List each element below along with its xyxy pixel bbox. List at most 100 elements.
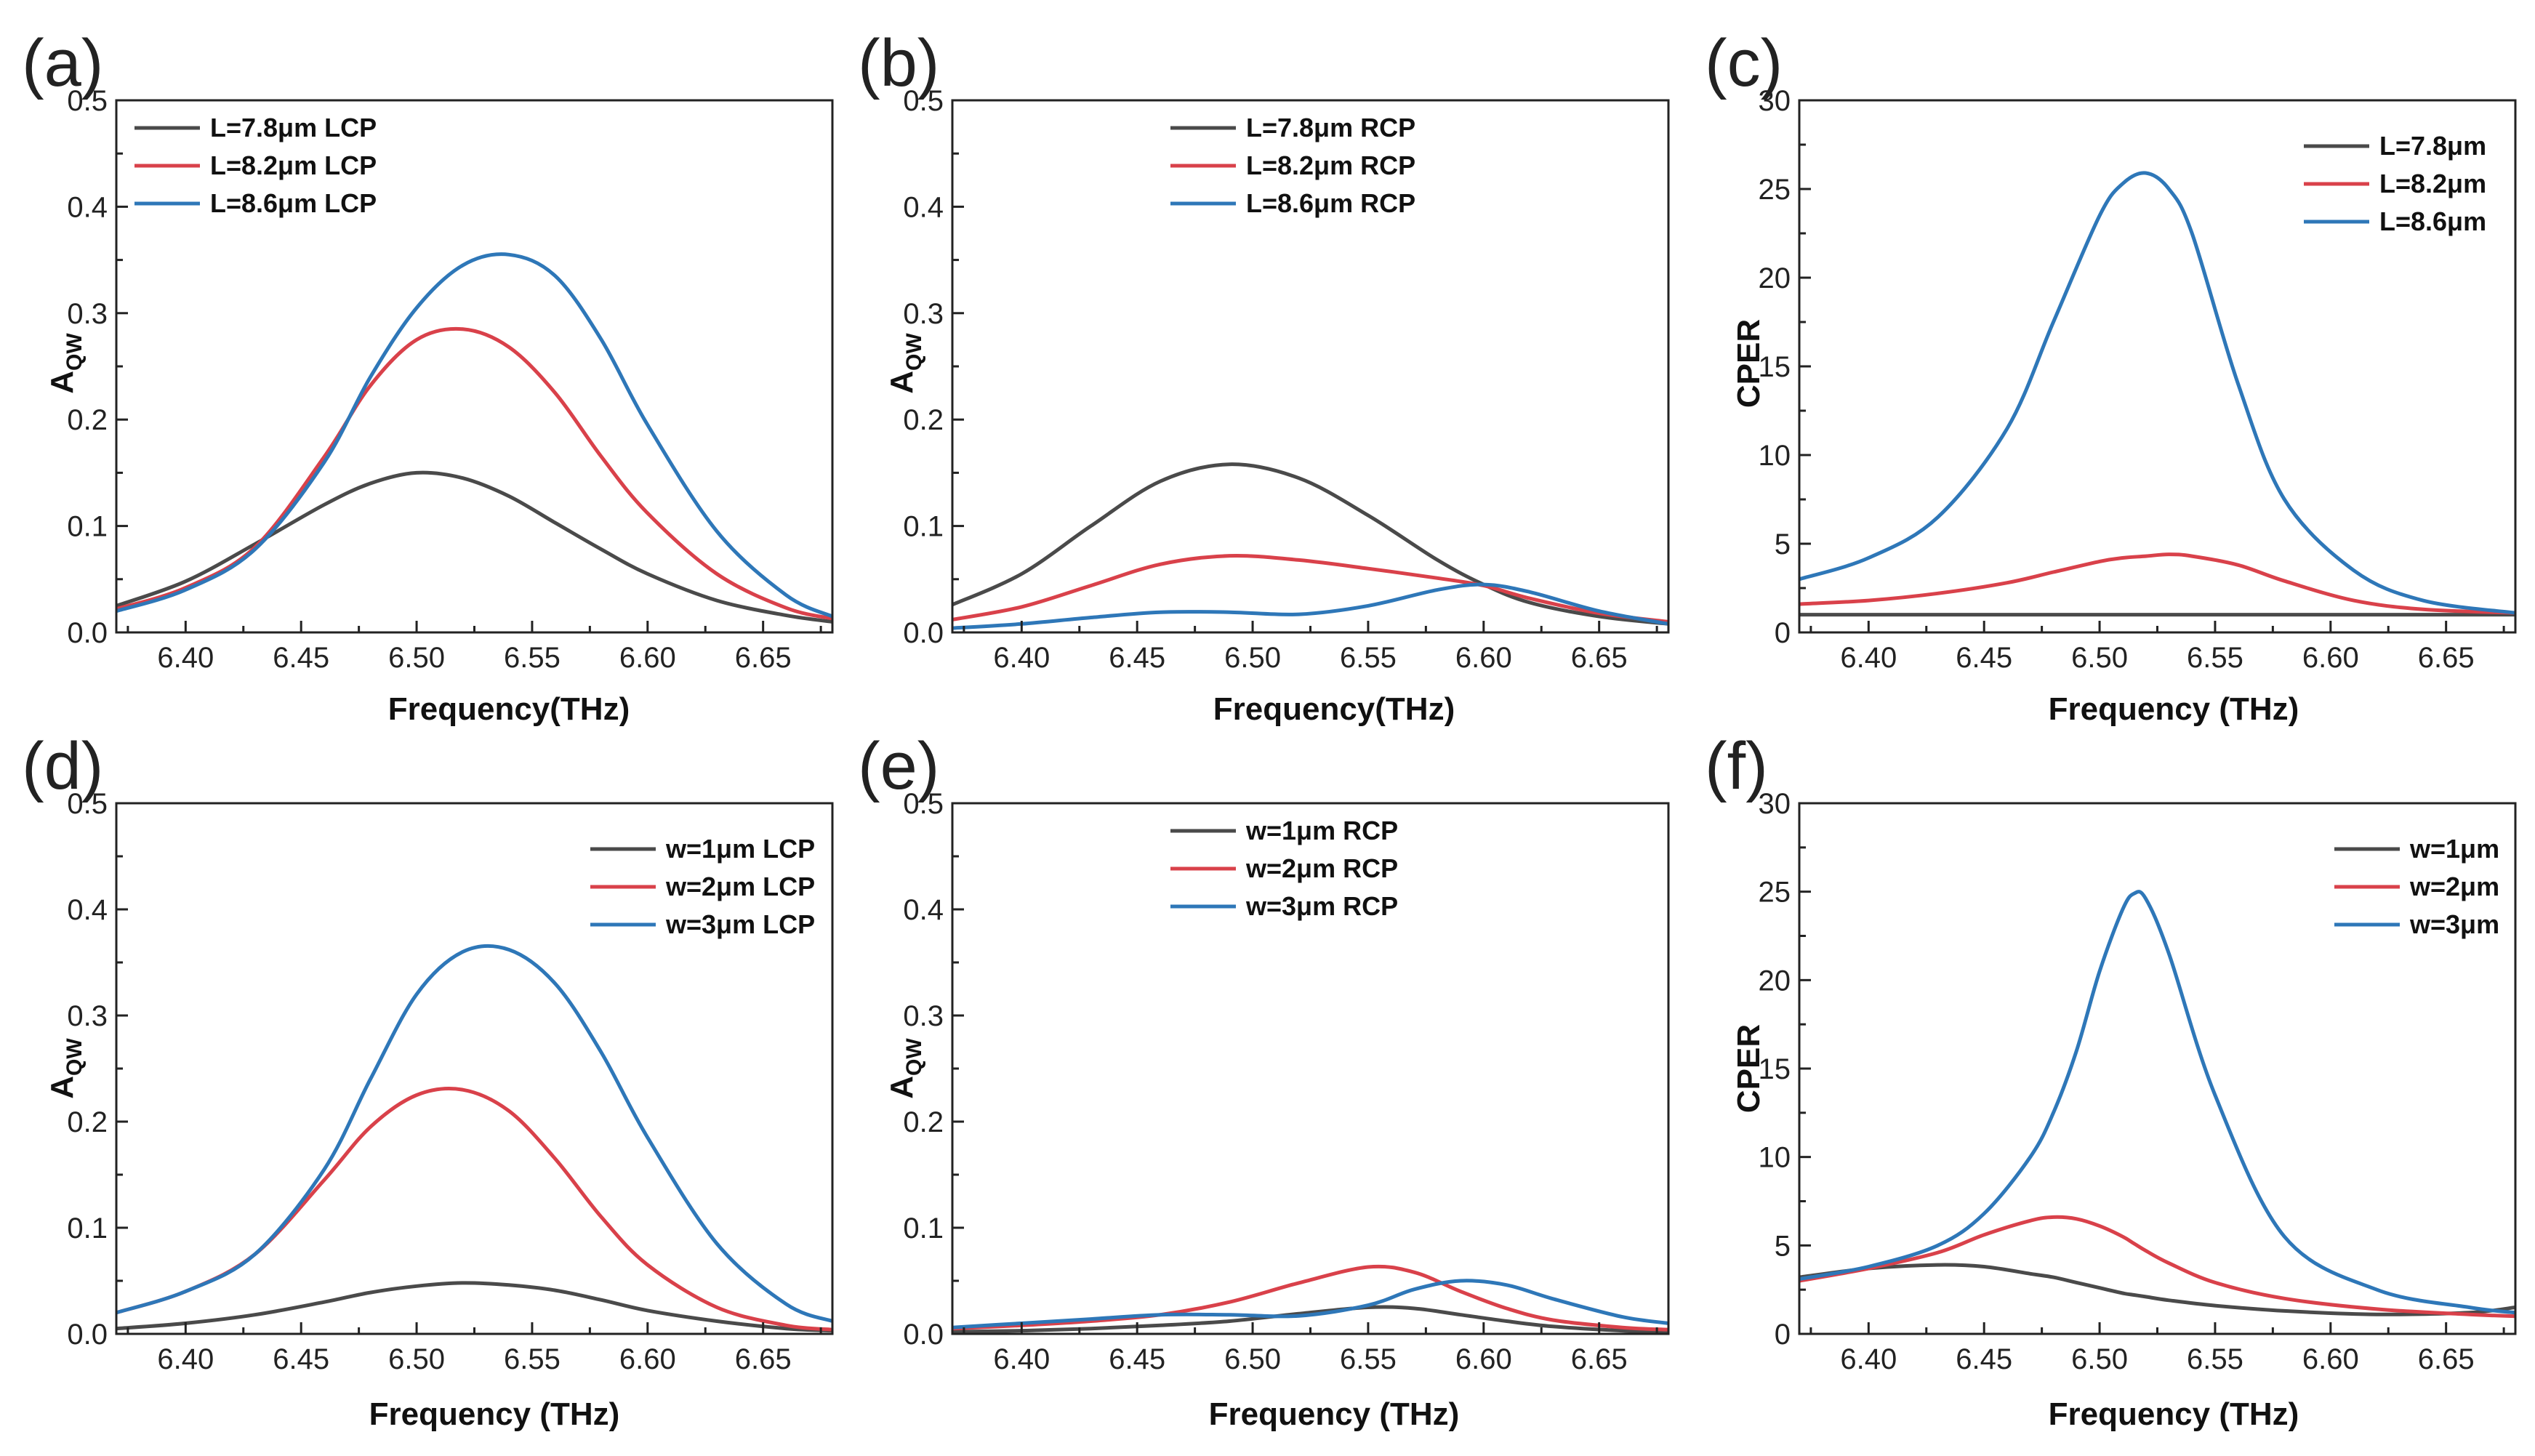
- x-tick-label: 6.45: [1109, 642, 1165, 674]
- y-tick-label: 5: [1775, 528, 1791, 560]
- legend-label-3: L=8.6μm LCP: [210, 188, 377, 218]
- y-axis-title: AQW: [44, 1038, 87, 1099]
- x-axis-title: Frequency (THz): [2049, 691, 2299, 727]
- y-axis-title-main: CPER: [1731, 1024, 1767, 1113]
- legend-label-3: w=3μm LCP: [665, 909, 815, 939]
- series-line-3: [952, 1279, 1668, 1330]
- y-tick-label: 0.2: [903, 1106, 944, 1138]
- y-axis-title-sub: QW: [902, 1038, 926, 1076]
- x-tick-label: 6.50: [388, 642, 445, 674]
- panel-label: (c): [1705, 26, 1783, 100]
- y-tick-label: 0.3: [903, 1000, 944, 1032]
- legend-label-3: L=8.6μm RCP: [1246, 188, 1415, 218]
- series-line-3: [952, 582, 1668, 630]
- y-tick-label: 0.5: [67, 85, 108, 117]
- y-axis-title: AQW: [884, 333, 926, 394]
- panel-f: (f) Frequency (THz) CPER 6.40 6.45 6.50 6.5…: [1705, 729, 2517, 1432]
- x-tick-label: 6.50: [388, 1343, 445, 1375]
- x-tick-label: 6.60: [619, 1343, 676, 1375]
- y-axis-title-main: A: [44, 371, 80, 394]
- x-tick-label: 6.40: [1840, 642, 1897, 674]
- x-axis-title: Frequency (THz): [369, 1396, 620, 1432]
- panel-b: (b) Frequency(THz) AQW 6.40 6.45 6.50 6.55 6…: [858, 26, 1670, 727]
- x-tick-label: 6.45: [273, 1343, 329, 1375]
- series-line-1: [116, 1281, 832, 1333]
- x-tick-label: 6.65: [2418, 642, 2475, 674]
- y-tick-label: 0.2: [903, 404, 944, 436]
- y-axis-title-main: A: [44, 1076, 80, 1099]
- y-tick-label: 0.5: [903, 788, 944, 820]
- panel-label: (f): [1705, 729, 1768, 803]
- x-tick-label: 6.40: [157, 642, 214, 674]
- x-tick-label: 6.55: [504, 642, 561, 674]
- x-tick-label: 6.40: [1840, 1343, 1897, 1375]
- legend-label-1: L=7.8μm LCP: [210, 113, 377, 142]
- series-line-2: [952, 1264, 1668, 1332]
- legend-label-1: w=1μm RCP: [1245, 816, 1398, 845]
- y-tick-label: 0.1: [903, 511, 944, 543]
- y-axis-title: AQW: [884, 1038, 926, 1099]
- x-tick-label: 6.55: [1340, 642, 1397, 674]
- series-line-2: [1799, 552, 2515, 615]
- y-tick-label: 0.0: [67, 1319, 108, 1351]
- x-axis-title: Frequency(THz): [1213, 691, 1455, 727]
- x-axis-title: Frequency (THz): [1209, 1396, 1460, 1432]
- y-tick-label: 10: [1759, 1142, 1791, 1174]
- y-axis-title-sub: QW: [63, 333, 87, 371]
- x-tick-label: 6.40: [993, 642, 1050, 674]
- legend-label-2: L=8.2μm LCP: [210, 150, 377, 180]
- x-axis-title: Frequency(THz): [388, 691, 630, 727]
- panel-e: (e) Frequency (THz) AQW 6.40 6.45 6.50 6.55…: [858, 729, 1670, 1432]
- y-tick-label: 15: [1759, 351, 1791, 383]
- panel-a: (a) Frequency(THz) AQW 6.40 6.45 6.50 6.55 6…: [22, 26, 834, 727]
- y-tick-label: 0.1: [903, 1212, 944, 1244]
- series-line-3: [1799, 171, 2515, 615]
- legend-label-1: w=1μm LCP: [665, 834, 815, 864]
- x-tick-label: 6.45: [1956, 642, 2012, 674]
- x-tick-label: 6.65: [735, 1343, 792, 1375]
- y-tick-label: 15: [1759, 1053, 1791, 1085]
- x-tick-label: 6.40: [993, 1343, 1050, 1375]
- legend-label-2: L=8.2μm: [2379, 169, 2486, 198]
- y-tick-label: 0: [1775, 1319, 1791, 1351]
- x-tick-label: 6.45: [1956, 1343, 2012, 1375]
- x-tick-label: 6.60: [1455, 1343, 1512, 1375]
- x-tick-label: 6.40: [157, 1343, 214, 1375]
- y-tick-label: 0.5: [903, 85, 944, 117]
- y-tick-label: 0.4: [903, 894, 944, 926]
- panel-label: (d): [22, 729, 103, 803]
- y-tick-label: 0.1: [67, 511, 108, 543]
- y-tick-label: 0: [1775, 617, 1791, 649]
- y-tick-label: 0.0: [903, 617, 944, 649]
- legend-label-3: L=8.6μm: [2379, 206, 2486, 236]
- panel-d: (d) Frequency (THz) AQW 6.40 6.45 6.50 6.55…: [22, 729, 834, 1432]
- y-axis-title-main: CPER: [1731, 319, 1767, 408]
- x-axis-title: Frequency (THz): [2049, 1396, 2299, 1432]
- y-tick-label: 30: [1759, 788, 1791, 820]
- x-tick-label: 6.60: [2302, 642, 2359, 674]
- y-axis-title: AQW: [44, 333, 87, 394]
- series-line-1: [952, 462, 1668, 626]
- y-tick-label: 0.4: [67, 191, 108, 223]
- legend-label-2: w=2μm RCP: [1245, 853, 1398, 883]
- y-tick-label: 0.3: [903, 298, 944, 330]
- x-tick-label: 6.65: [1571, 1343, 1628, 1375]
- y-axis-title-main: A: [884, 371, 920, 394]
- y-tick-label: 0.2: [67, 404, 108, 436]
- x-tick-label: 6.50: [1224, 642, 1281, 674]
- legend-label-2: w=2μm LCP: [665, 872, 815, 901]
- legend-label-1: L=7.8μm RCP: [1246, 113, 1415, 142]
- y-tick-label: 25: [1759, 877, 1791, 909]
- x-tick-label: 6.50: [1224, 1343, 1281, 1375]
- x-tick-label: 6.60: [1455, 642, 1512, 674]
- y-axis-title-main: A: [884, 1076, 920, 1099]
- y-axis-title: CPER: [1731, 1024, 1767, 1113]
- y-axis-title: CPER: [1731, 319, 1767, 408]
- y-axis-title-sub: QW: [902, 333, 926, 371]
- y-tick-label: 25: [1759, 174, 1791, 206]
- panel-label: (e): [858, 729, 939, 803]
- x-tick-label: 6.55: [2187, 1343, 2243, 1375]
- y-tick-label: 10: [1759, 440, 1791, 472]
- legend-label-1: w=1μm: [2409, 834, 2499, 864]
